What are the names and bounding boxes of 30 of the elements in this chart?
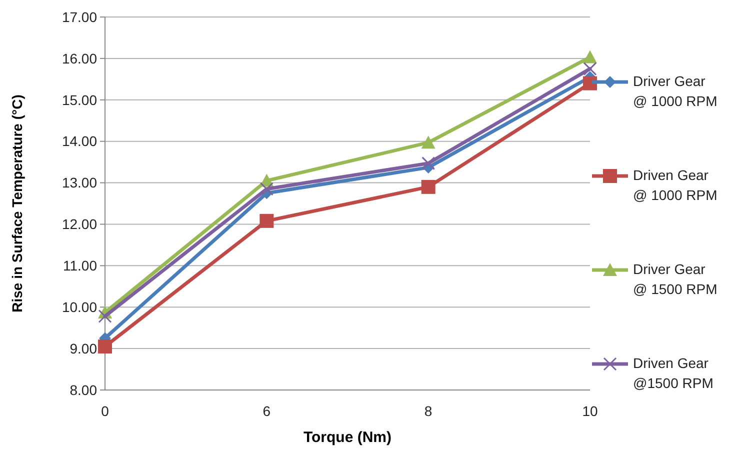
y-axis-title: Rise in Surface Temperature (°C)	[9, 94, 25, 312]
y-tick-label: 12.00	[62, 216, 98, 232]
x-tick-label: 8	[424, 403, 432, 419]
y-tick-label: 15.00	[62, 92, 98, 108]
x-tick-label: 10	[582, 403, 598, 419]
y-tick-label: 13.00	[62, 174, 98, 191]
point	[583, 76, 597, 90]
point	[422, 156, 436, 170]
y-tick-label: 9.00	[70, 340, 98, 356]
y-tick-label: 10.00	[62, 299, 98, 316]
point	[421, 180, 436, 194]
y-tick-label: 14.00	[62, 133, 98, 150]
point	[98, 339, 112, 354]
y-tick-label: 8.00	[70, 382, 98, 398]
y-tick-label: 16.00	[62, 50, 98, 66]
x-axis-title: Torque (Nm)	[303, 429, 392, 446]
legend-label: Driver Gear @ 1500 RPM	[633, 261, 718, 297]
y-tick-label: 11.00	[63, 258, 98, 274]
y-tick-label: 17.00	[62, 8, 98, 25]
legend-label: Driven Gear @ 1000 RPM	[633, 167, 718, 203]
point	[421, 136, 436, 149]
point	[583, 50, 597, 64]
x-tick-label: 6	[262, 403, 271, 419]
legend-label: Driven Gear @1500 RPM	[633, 355, 714, 391]
legend-label: Driver Gear @ 1000 RPM	[633, 73, 718, 109]
x-tick-label: 0	[101, 403, 110, 419]
point	[98, 309, 112, 323]
point	[260, 214, 274, 228]
point	[260, 182, 274, 196]
point	[583, 62, 597, 76]
